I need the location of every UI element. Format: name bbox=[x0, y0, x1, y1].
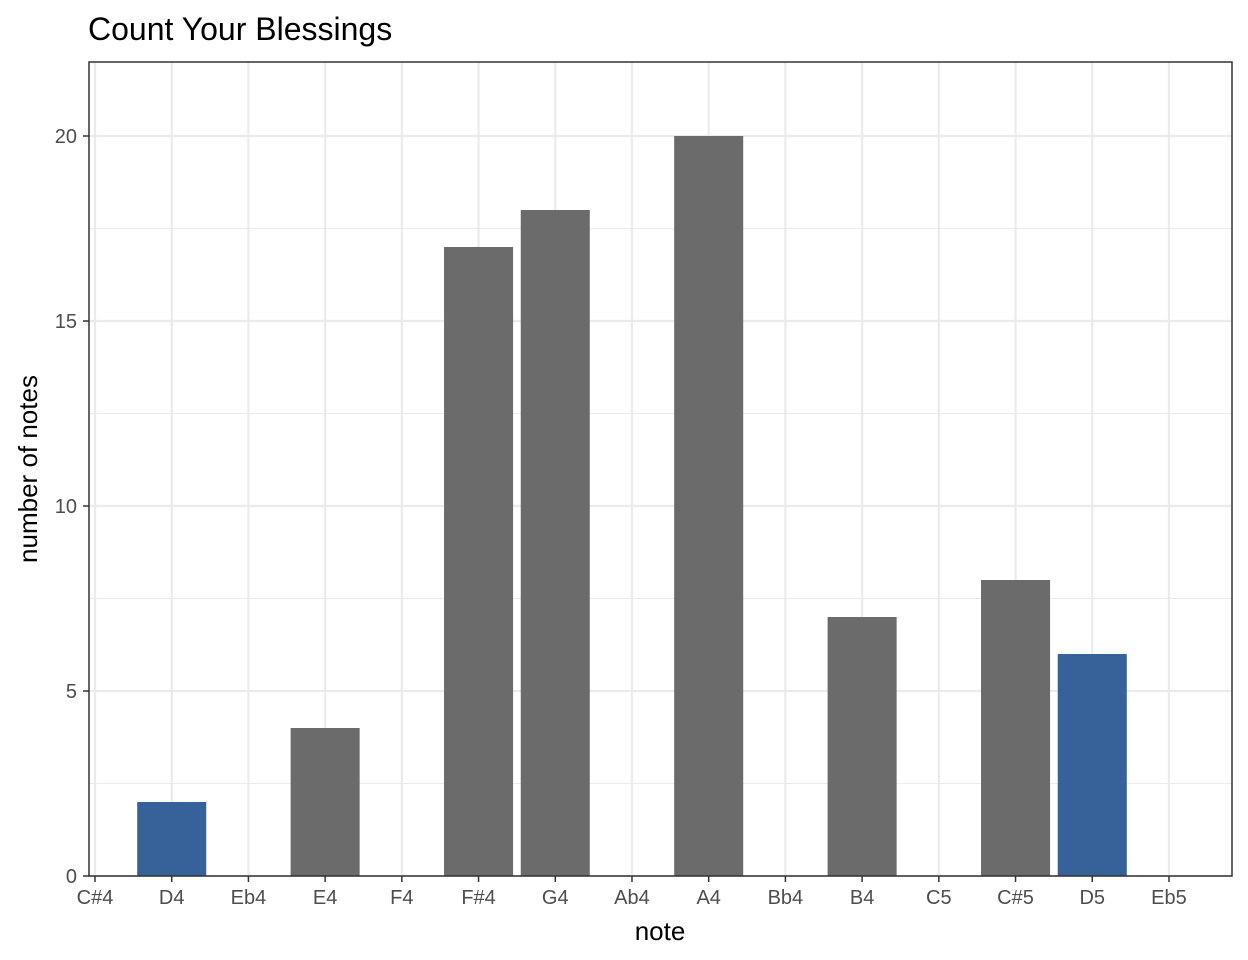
bar-g4 bbox=[520, 210, 590, 876]
bar-a4 bbox=[674, 136, 744, 876]
bar-csharp5 bbox=[981, 580, 1051, 876]
y-tick-label: 15 bbox=[55, 311, 77, 333]
x-tick-label: C#5 bbox=[997, 887, 1034, 909]
bar-b4 bbox=[827, 617, 897, 876]
x-tick-label: Bb4 bbox=[768, 887, 804, 909]
x-tick-label: Eb4 bbox=[231, 887, 267, 909]
x-tick-label: G4 bbox=[542, 887, 569, 909]
y-tick-label: 20 bbox=[55, 126, 77, 148]
x-axis-title: note bbox=[635, 916, 686, 946]
y-tick-label: 0 bbox=[66, 866, 77, 888]
x-tick-label: D4 bbox=[159, 887, 185, 909]
bar-e4 bbox=[290, 728, 360, 876]
x-tick-label: F4 bbox=[390, 887, 413, 909]
plot-panel-border bbox=[88, 61, 1233, 877]
bar-d5 bbox=[1057, 654, 1127, 876]
bars bbox=[137, 136, 1127, 876]
y-tick-label: 10 bbox=[55, 496, 77, 518]
x-tick-label: A4 bbox=[696, 887, 720, 909]
x-tick-label: E4 bbox=[313, 887, 337, 909]
bar-fsharp4 bbox=[444, 247, 514, 876]
y-axis-title: number of notes bbox=[13, 375, 43, 563]
x-tick-label: C#4 bbox=[77, 887, 114, 909]
bar-d4 bbox=[137, 802, 207, 876]
x-tick-label: Eb5 bbox=[1151, 887, 1187, 909]
x-tick-label: F#4 bbox=[461, 887, 495, 909]
x-tick-label: Ab4 bbox=[614, 887, 650, 909]
chart-title: Count Your Blessings bbox=[88, 11, 392, 47]
y-tick-label: 5 bbox=[66, 681, 77, 703]
x-tick-label: B4 bbox=[850, 887, 874, 909]
x-tick-label: D5 bbox=[1079, 887, 1105, 909]
axis-ticks: 0 5 10 15 20 C#4 D4 Eb4 E4 F4 F#4 G4 Ab4 A4 Bb4 B4 C5 C#5… bbox=[55, 126, 1187, 909]
x-tick-label: C5 bbox=[926, 887, 952, 909]
